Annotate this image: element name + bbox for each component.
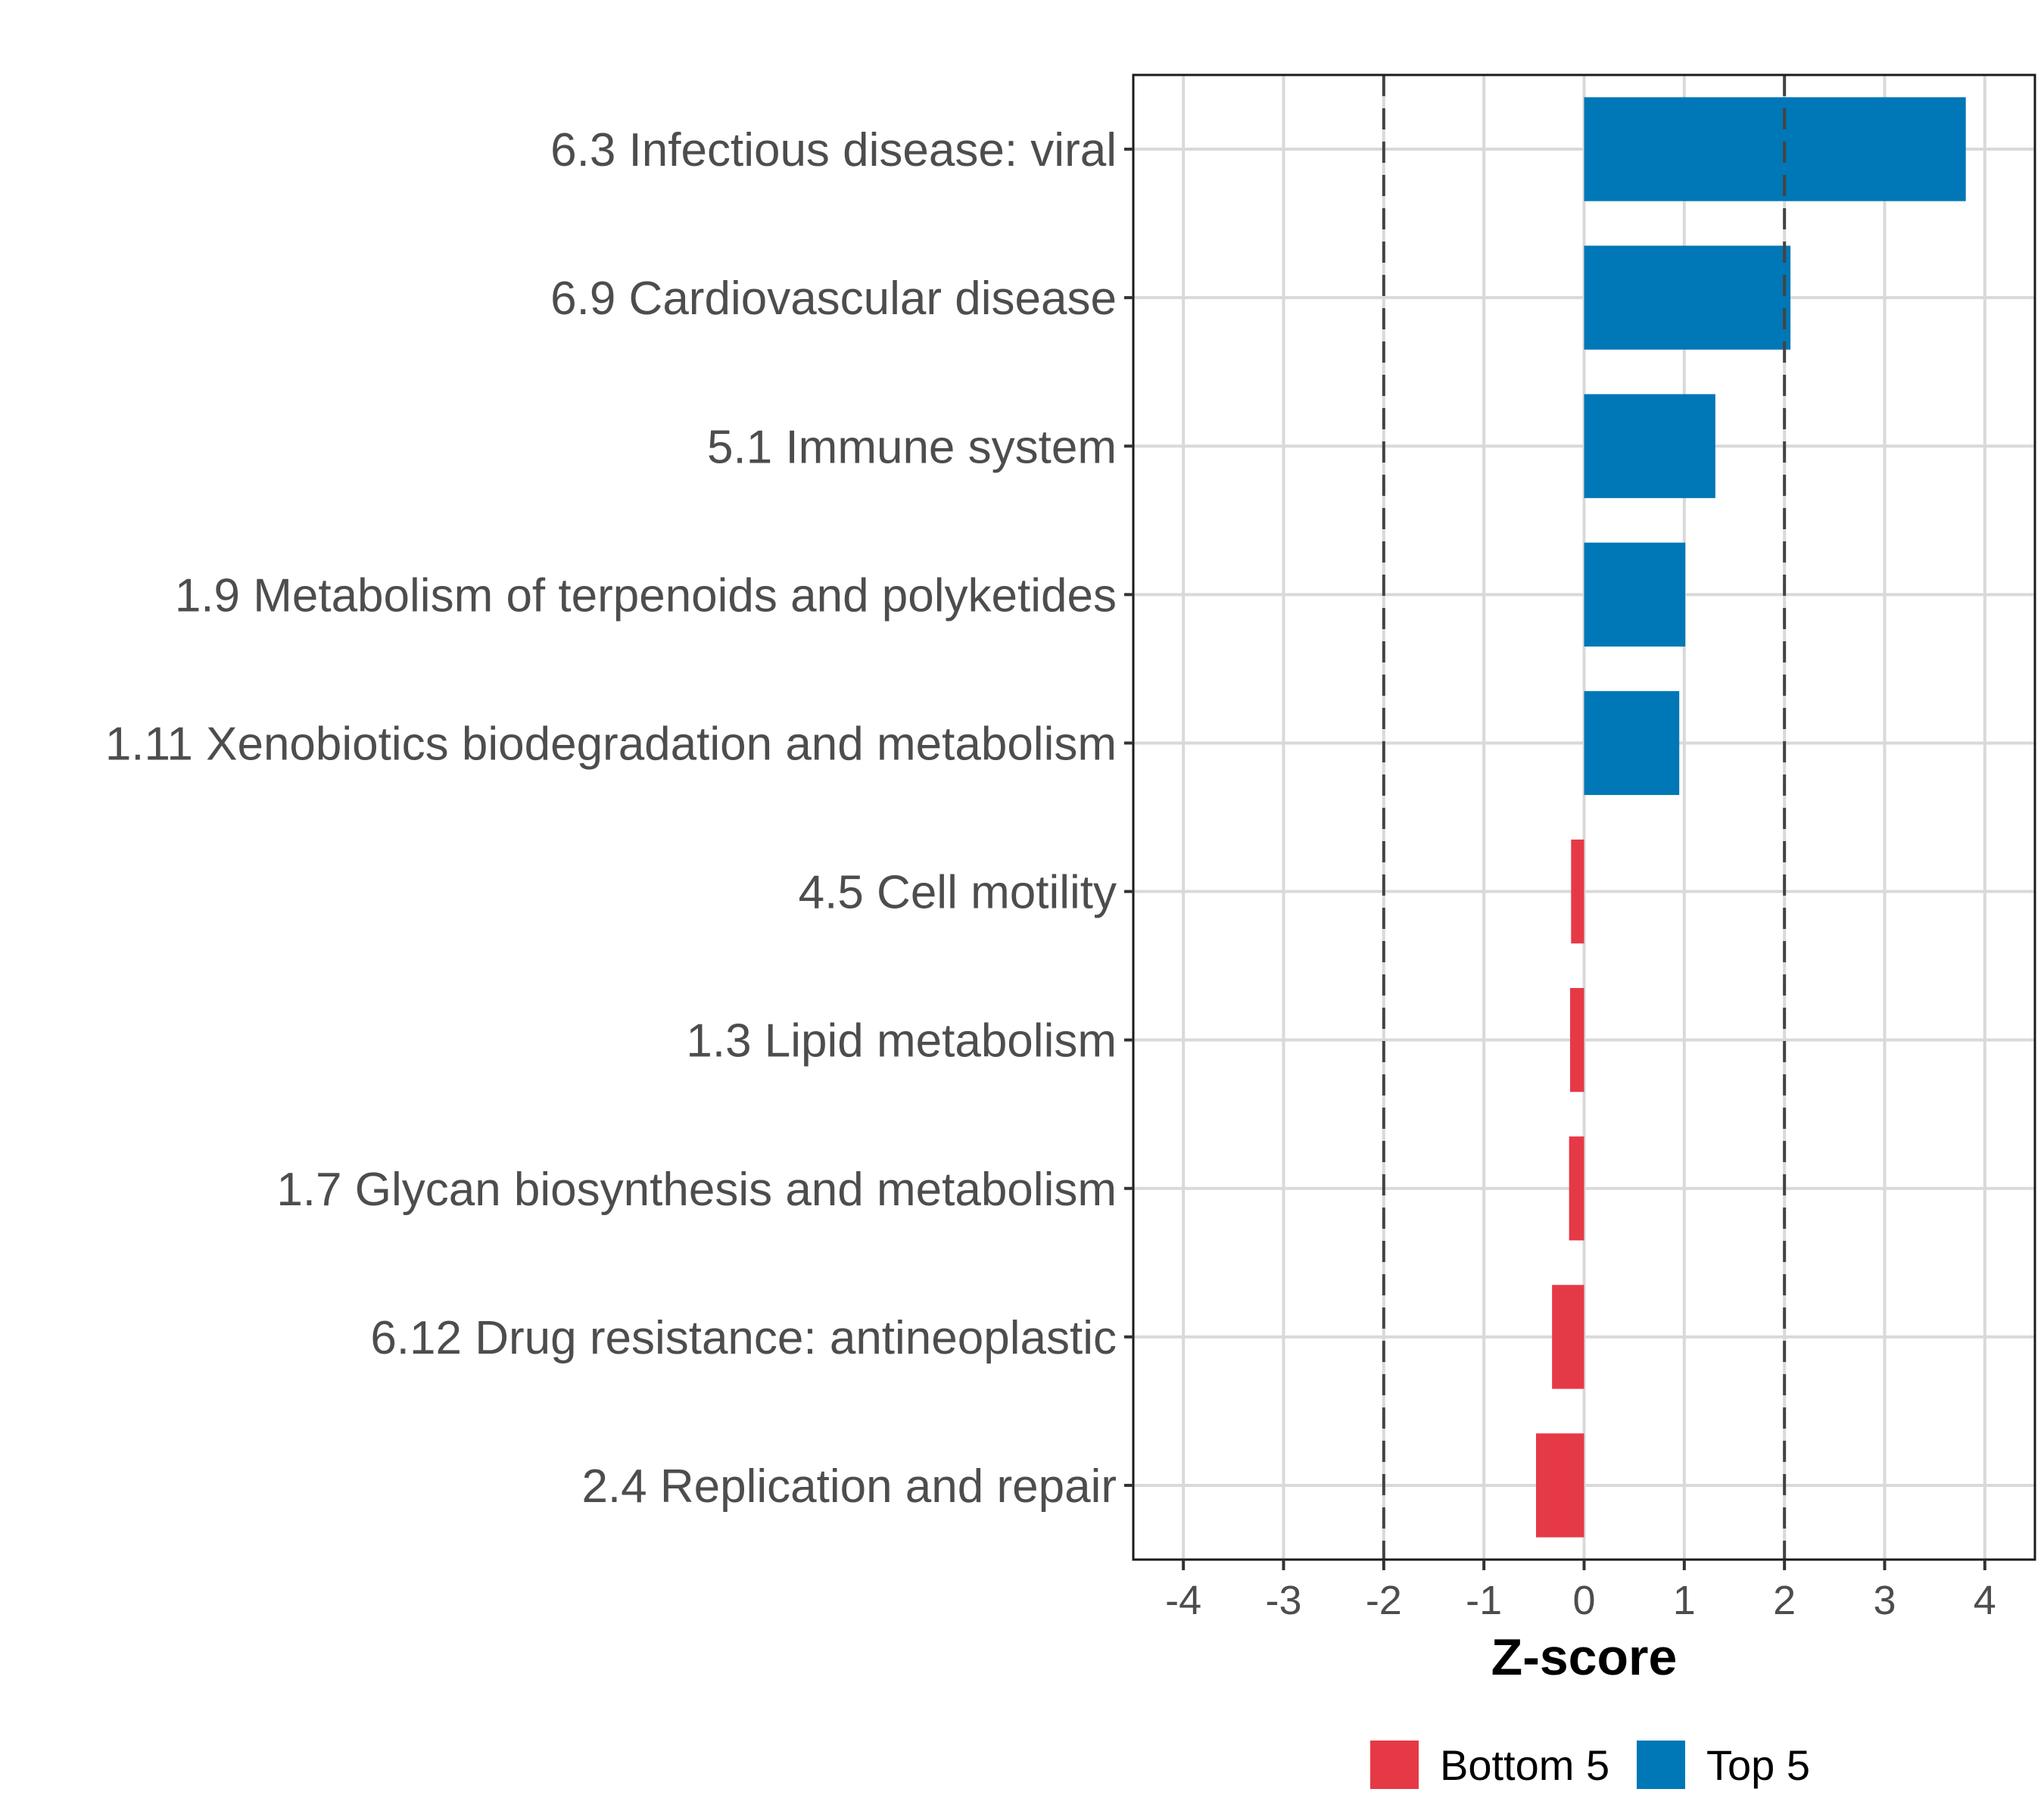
x-axis-title: Z-score bbox=[1491, 1628, 1678, 1686]
bar-bottom bbox=[1569, 1136, 1584, 1241]
bar-top bbox=[1584, 97, 1966, 201]
y-tick-label: 4.5 Cell motility bbox=[799, 867, 1117, 919]
bars bbox=[1535, 97, 1966, 1538]
legend-label: Bottom 5 bbox=[1440, 1741, 1609, 1789]
bar-bottom bbox=[1569, 988, 1584, 1092]
y-tick-label: 1.9 Metabolism of terpenoids and polyket… bbox=[175, 569, 1117, 622]
bar-top bbox=[1584, 690, 1680, 796]
x-tick-label: 0 bbox=[1572, 1578, 1595, 1623]
bar-top bbox=[1584, 394, 1715, 498]
legend-label: Top 5 bbox=[1706, 1741, 1810, 1789]
legend-swatch bbox=[1370, 1741, 1419, 1789]
y-tick-label: 1.3 Lipid metabolism bbox=[686, 1015, 1117, 1067]
y-tick-label: 1.11 Xenobiotics biodegradation and meta… bbox=[105, 718, 1117, 770]
y-tick-label: 5.1 Immune system bbox=[707, 421, 1117, 473]
x-tick-label: 2 bbox=[1773, 1578, 1796, 1623]
x-tick-label: -4 bbox=[1165, 1578, 1201, 1623]
y-tick-label: 6.3 Infectious disease: viral bbox=[550, 124, 1117, 176]
bar-bottom bbox=[1535, 1433, 1584, 1538]
bar-top bbox=[1584, 542, 1686, 647]
x-tick-label: -3 bbox=[1265, 1578, 1301, 1623]
bar-top bbox=[1584, 245, 1791, 350]
y-tick-label: 2.4 Replication and repair bbox=[581, 1460, 1117, 1513]
x-tick-label: -2 bbox=[1366, 1578, 1402, 1623]
x-tick-label: 3 bbox=[1873, 1578, 1896, 1623]
legend-swatch bbox=[1637, 1741, 1685, 1789]
x-axis: -4 -3 -2 -1 0 1 2 3 4 bbox=[1165, 1560, 1996, 1623]
x-tick-label: -1 bbox=[1466, 1578, 1502, 1623]
legend: Bottom 5 Top 5 bbox=[1370, 1741, 1810, 1789]
x-tick-label: 1 bbox=[1673, 1578, 1696, 1623]
y-tick-label: 1.7 Glycan biosynthesis and metabolism bbox=[276, 1164, 1117, 1216]
y-tick-label: 6.12 Drug resistance: antineoplastic bbox=[370, 1312, 1117, 1364]
y-tick-label: 6.9 Cardiovascular disease bbox=[550, 273, 1117, 325]
reference-lines bbox=[1382, 75, 1787, 1560]
bar-bottom bbox=[1552, 1285, 1584, 1389]
bar-bottom bbox=[1571, 839, 1584, 944]
x-tick-label: 4 bbox=[1974, 1578, 1996, 1623]
y-axis: 6.3 Infectious disease: viral 6.9 Cardiov… bbox=[105, 124, 1133, 1513]
